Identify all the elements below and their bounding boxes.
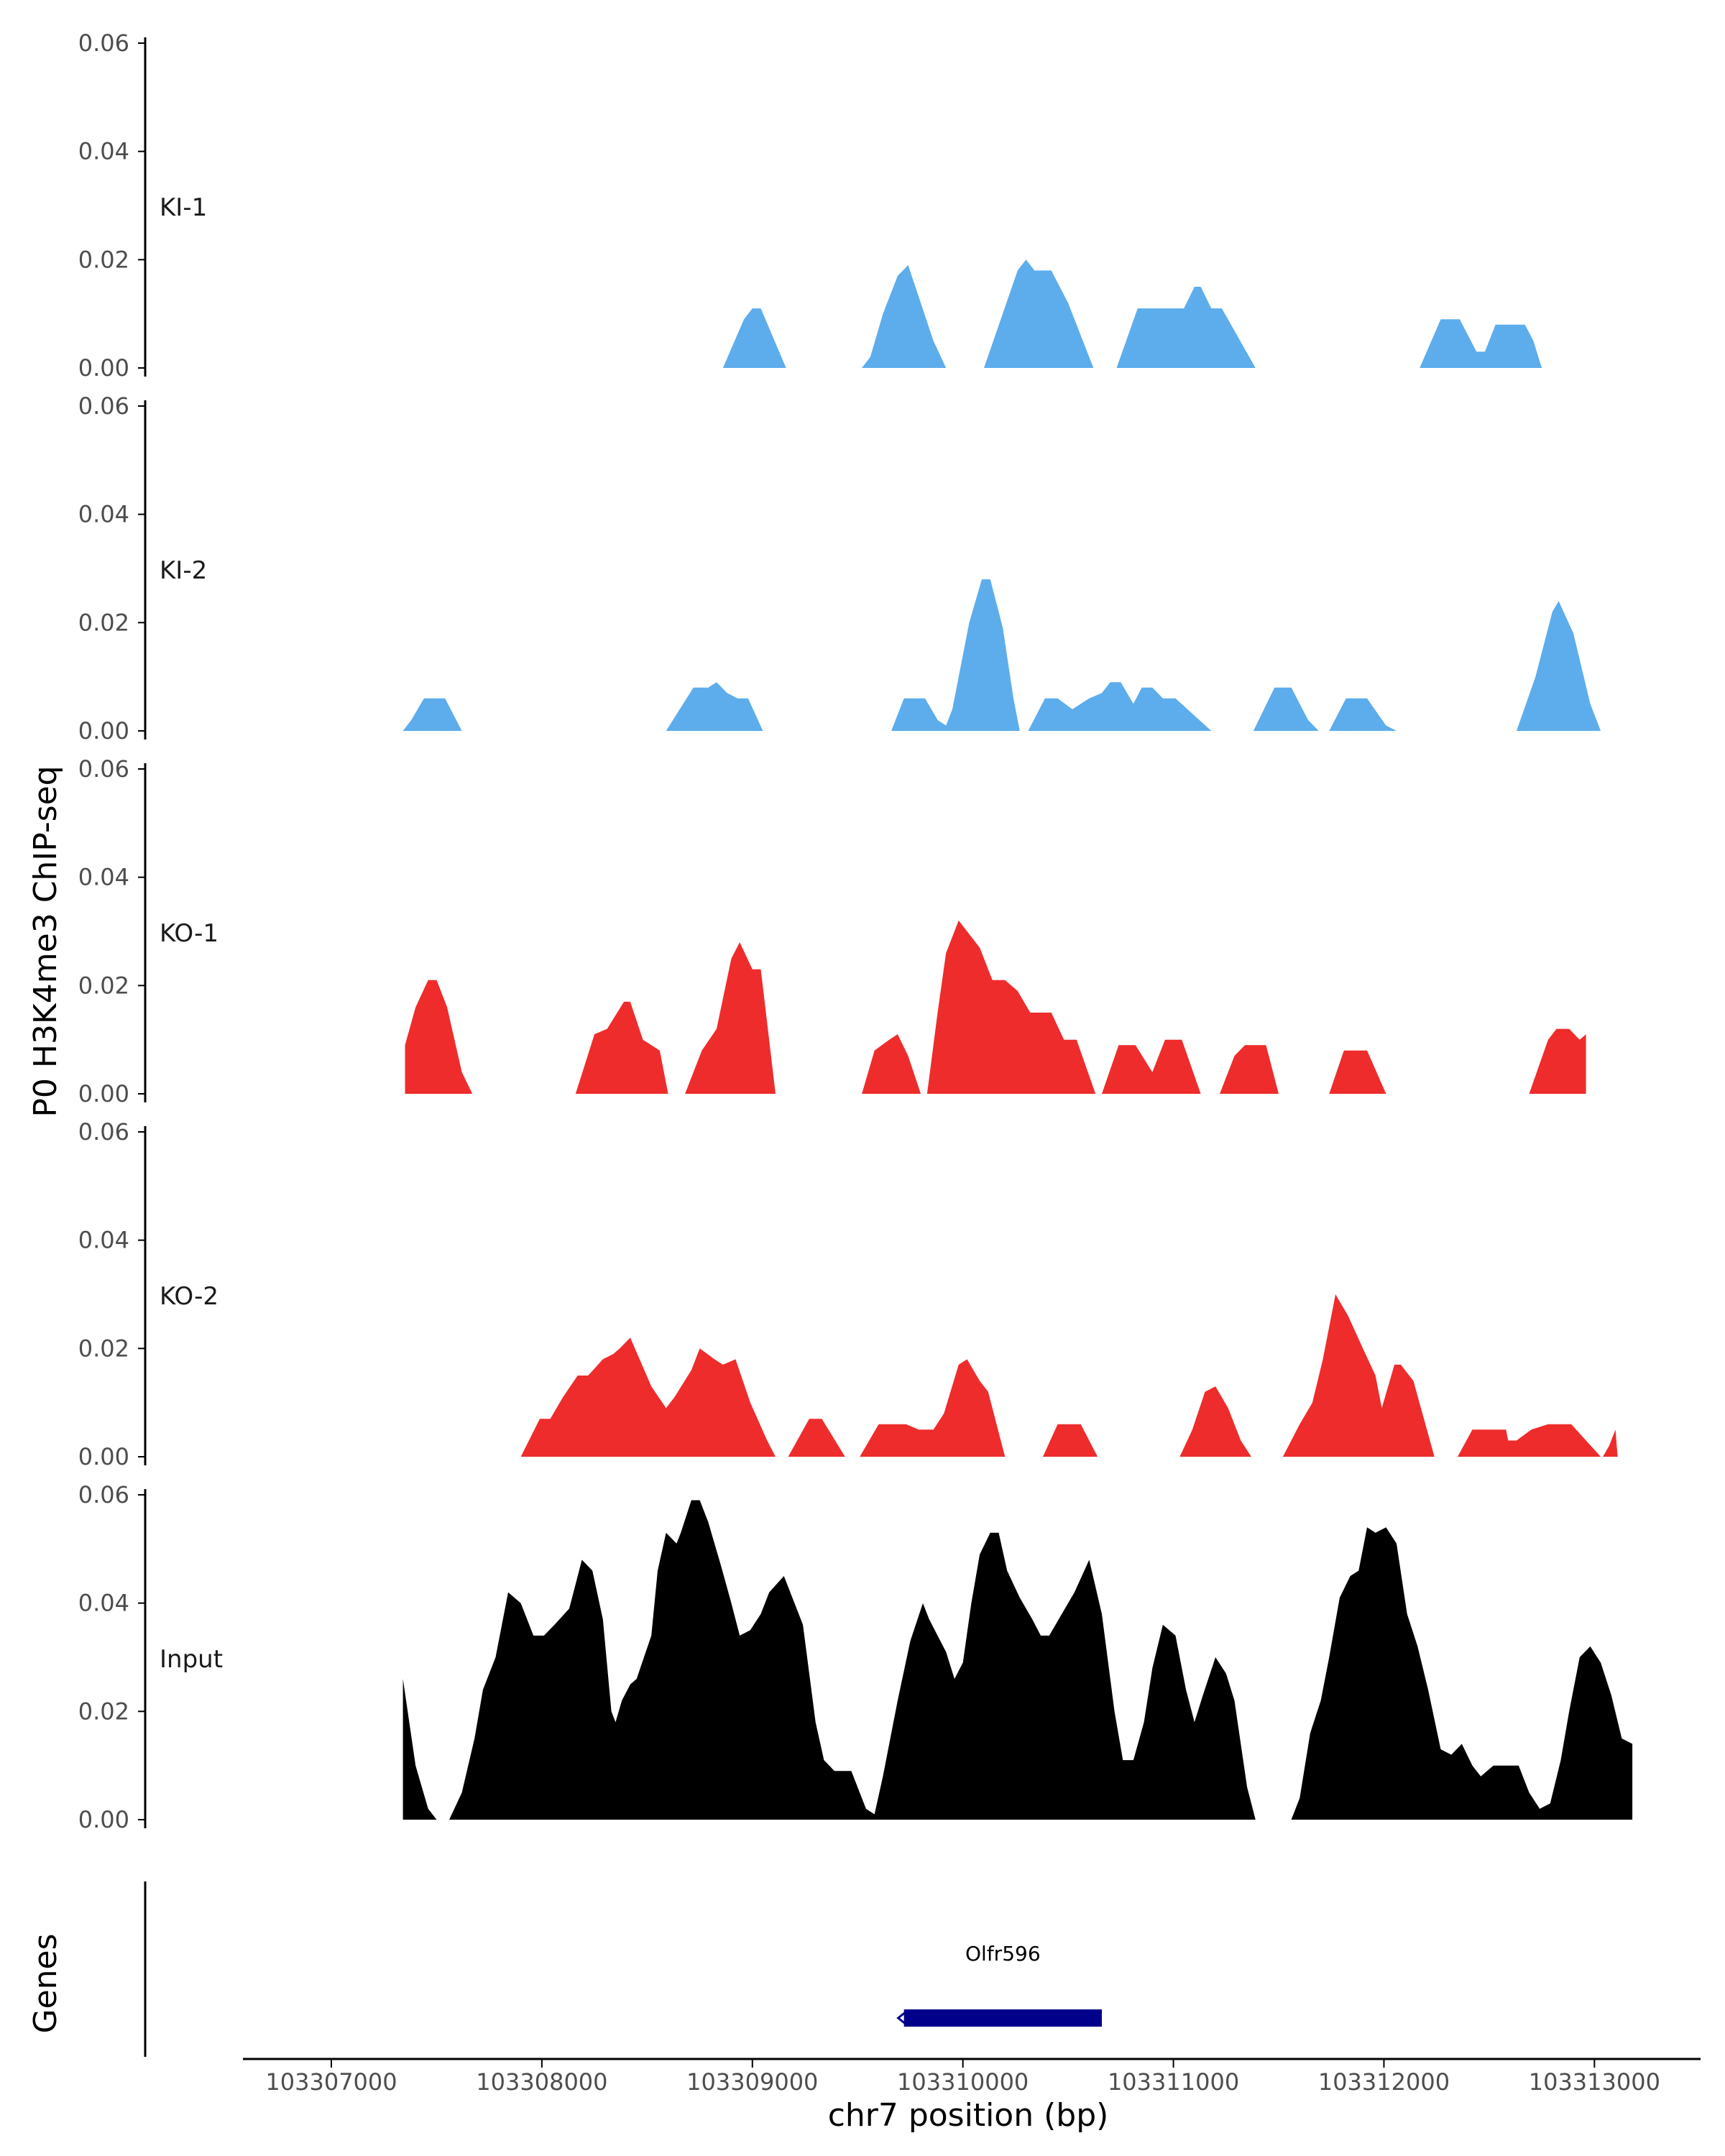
coverage-area-ki-1 (722, 259, 1542, 368)
y-tick-label: 0.04 (78, 501, 129, 528)
y-tick-label: 0.02 (78, 609, 129, 636)
track-label: KO-1 (160, 919, 218, 948)
coverage-area-ko-1 (405, 920, 1586, 1094)
track-label: KI-1 (160, 193, 207, 222)
track-panel-ko-2: 0.00 0.02 0.04 0.06 KO-2 (78, 1118, 1618, 1470)
x-axis-title: chr7 position (bp) (828, 2097, 1109, 2134)
y-tick-label: 0.04 (78, 138, 129, 165)
x-tick-label: 103311000 (1108, 2068, 1239, 2096)
y-tick-label: 0.00 (78, 717, 129, 745)
y-tick-label: 0.00 (78, 1443, 129, 1470)
x-tick-label: 103312000 (1318, 2068, 1450, 2096)
y-tick-label: 0.02 (78, 972, 129, 999)
y-tick-label: 0.00 (78, 1080, 129, 1107)
coverage-area-ko-2 (520, 1294, 1618, 1457)
track-panel-ki-1: 0.00 0.02 0.04 0.06 KI-1 (78, 29, 1542, 382)
genes-panel-title: Genes (27, 1933, 64, 2033)
coverage-area-input (402, 1500, 1633, 1820)
y-tick-label: 0.04 (78, 1590, 129, 1617)
y-axis-title: P0 H3K4me3 ChIP-seq (27, 765, 64, 1117)
y-tick-label: 0.02 (78, 246, 129, 273)
y-tick-label: 0.00 (78, 1806, 129, 1833)
track-label: KI-2 (160, 556, 207, 585)
track-label: Input (160, 1645, 223, 1674)
tracks-layer: 0.00 0.02 0.04 0.06 KI-1 0.00 0.02 0.04 0.06 KI-2… (78, 29, 1633, 1833)
y-tick-label: 0.02 (78, 1335, 129, 1362)
x-tick-label: 103313000 (1529, 2068, 1660, 2096)
y-tick-label: 0.04 (78, 1227, 129, 1254)
x-tick-label: 103308000 (476, 2068, 607, 2096)
y-tick-label: 0.00 (78, 354, 129, 382)
x-tick-label: 103309000 (686, 2068, 818, 2096)
x-axis: 103307000 103308000 103309000 103310000 1033… (243, 2058, 1701, 2096)
y-tick-label: 0.06 (78, 1481, 129, 1508)
y-tick-label: 0.06 (78, 755, 129, 783)
gene-body (903, 2009, 1102, 2027)
strand-arrow (896, 2011, 906, 2025)
coverage-area-ki-2 (402, 579, 1601, 731)
x-tick-label: 103307000 (265, 2068, 397, 2096)
track-panel-ki-2: 0.00 0.02 0.04 0.06 KI-2 (78, 392, 1601, 745)
track-panel-input: 0.00 0.02 0.04 0.06 Input (78, 1481, 1633, 1833)
x-tick-label: 103310000 (897, 2068, 1029, 2096)
track-label: KO-2 (160, 1282, 218, 1311)
gene-label: Olfr596 (965, 1942, 1041, 1966)
genes-panel: Olfr596 (144, 1881, 1102, 2057)
y-tick-label: 0.06 (78, 392, 129, 420)
y-tick-label: 0.06 (78, 29, 129, 57)
y-tick-label: 0.02 (78, 1697, 129, 1725)
track-panel-ko-1: 0.00 0.02 0.04 0.06 KO-1 (78, 755, 1586, 1107)
y-tick-label: 0.06 (78, 1118, 129, 1146)
y-tick-label: 0.04 (78, 864, 129, 891)
